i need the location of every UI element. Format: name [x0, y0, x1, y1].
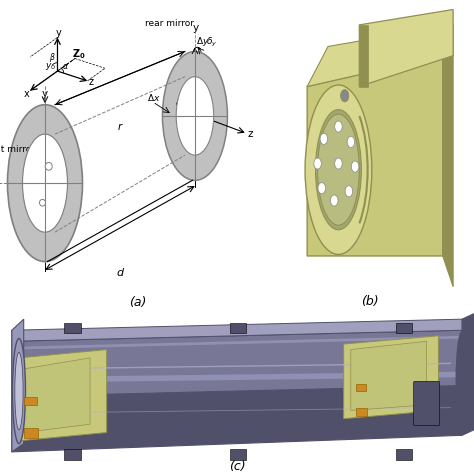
Bar: [396, 449, 412, 460]
Polygon shape: [19, 350, 107, 441]
Polygon shape: [344, 336, 438, 419]
Text: z: z: [89, 77, 94, 87]
Bar: [356, 408, 367, 416]
Ellipse shape: [43, 144, 73, 222]
Text: d: d: [117, 267, 124, 278]
Text: $\Delta y$: $\Delta y$: [196, 35, 210, 48]
Ellipse shape: [305, 85, 372, 255]
Ellipse shape: [316, 109, 361, 230]
Text: $y_0$: $y_0$: [45, 62, 56, 73]
Text: y: y: [56, 28, 62, 38]
Circle shape: [340, 90, 349, 102]
Circle shape: [330, 195, 338, 206]
Text: rear mirror: rear mirror: [146, 19, 194, 28]
Ellipse shape: [15, 352, 23, 430]
Polygon shape: [12, 385, 462, 452]
Polygon shape: [351, 341, 427, 410]
Text: (c): (c): [228, 460, 246, 473]
FancyBboxPatch shape: [413, 382, 440, 426]
Text: (a): (a): [129, 296, 146, 309]
Circle shape: [318, 182, 326, 194]
Ellipse shape: [12, 338, 26, 444]
Bar: [230, 449, 246, 460]
Circle shape: [351, 161, 359, 172]
Polygon shape: [12, 336, 462, 350]
Text: z: z: [247, 129, 253, 139]
Bar: [24, 397, 37, 405]
Circle shape: [314, 158, 321, 169]
Text: $\beta$: $\beta$: [49, 52, 55, 64]
Text: $\Delta d$: $\Delta d$: [201, 114, 215, 125]
Text: $\delta_y$: $\delta_y$: [206, 36, 218, 49]
Bar: [64, 323, 81, 333]
Text: nt mirror: nt mirror: [0, 145, 35, 154]
Circle shape: [345, 186, 353, 197]
Polygon shape: [12, 319, 462, 341]
Bar: [230, 323, 246, 333]
Polygon shape: [12, 319, 24, 452]
Text: $\alpha$: $\alpha$: [62, 62, 69, 71]
Ellipse shape: [192, 84, 218, 148]
Circle shape: [320, 133, 328, 145]
Bar: [359, 25, 368, 87]
Ellipse shape: [456, 332, 468, 428]
Circle shape: [39, 200, 46, 206]
Text: r: r: [118, 122, 122, 132]
Ellipse shape: [318, 114, 359, 225]
Bar: [24, 428, 38, 438]
Text: $\Delta x$: $\Delta x$: [147, 91, 161, 102]
Circle shape: [45, 163, 52, 170]
Text: $\delta_x$: $\delta_x$: [175, 97, 186, 109]
Text: y: y: [193, 23, 199, 33]
Text: (b): (b): [361, 295, 379, 309]
Polygon shape: [359, 9, 453, 87]
Circle shape: [335, 121, 342, 132]
Polygon shape: [24, 358, 90, 432]
Bar: [396, 323, 412, 333]
Text: x: x: [23, 89, 29, 99]
Ellipse shape: [163, 52, 228, 180]
Text: y: y: [42, 89, 48, 99]
Polygon shape: [12, 372, 462, 383]
Polygon shape: [462, 314, 474, 435]
Ellipse shape: [176, 77, 214, 155]
Polygon shape: [443, 25, 453, 287]
Circle shape: [347, 137, 355, 147]
Ellipse shape: [22, 134, 67, 232]
Text: $\mathbf{Z_0}$: $\mathbf{Z_0}$: [72, 47, 85, 61]
Polygon shape: [307, 25, 453, 87]
Polygon shape: [12, 330, 462, 397]
Bar: [64, 449, 81, 460]
Ellipse shape: [8, 105, 82, 262]
Circle shape: [335, 158, 342, 169]
Polygon shape: [307, 56, 443, 256]
Bar: [356, 384, 366, 391]
